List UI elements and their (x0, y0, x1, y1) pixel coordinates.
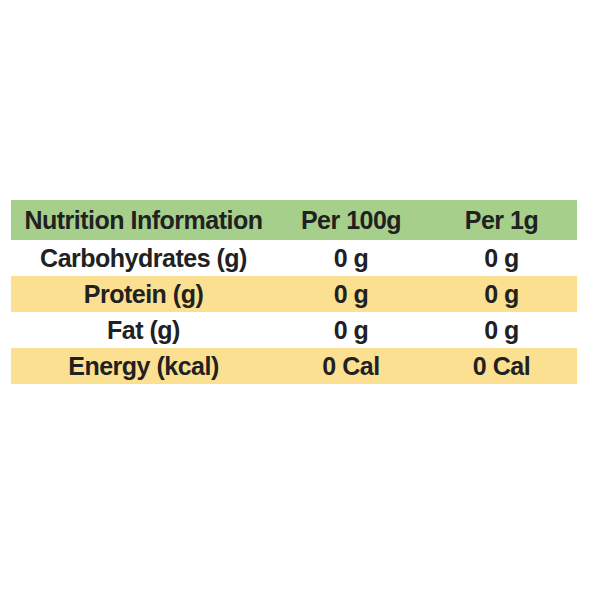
value-per-1g: 0 g (426, 281, 577, 307)
table-row-carbohydrates: Carbohydrates (g) 0 g 0 g (11, 240, 577, 276)
table-row-energy: Energy (kcal) 0 Cal 0 Cal (11, 348, 577, 384)
row-label: Fat (g) (11, 317, 276, 343)
header-per-1g: Per 1g (426, 207, 577, 233)
table-row-fat: Fat (g) 0 g 0 g (11, 312, 577, 348)
table-row-protein: Protein (g) 0 g 0 g (11, 276, 577, 312)
row-label: Energy (kcal) (11, 353, 276, 379)
value-per-1g: 0 Cal (426, 353, 577, 379)
value-per-100g: 0 Cal (276, 353, 426, 379)
row-label: Protein (g) (11, 281, 276, 307)
table-header-row: Nutrition Information Per 100g Per 1g (11, 200, 577, 240)
value-per-100g: 0 g (276, 281, 426, 307)
value-per-100g: 0 g (276, 317, 426, 343)
header-per-100g: Per 100g (276, 207, 426, 233)
header-nutrition-information: Nutrition Information (11, 207, 276, 233)
value-per-100g: 0 g (276, 245, 426, 271)
value-per-1g: 0 g (426, 245, 577, 271)
nutrition-table: Nutrition Information Per 100g Per 1g Ca… (11, 200, 577, 384)
value-per-1g: 0 g (426, 317, 577, 343)
row-label: Carbohydrates (g) (11, 245, 276, 271)
nutrition-label-page: Nutrition Information Per 100g Per 1g Ca… (0, 0, 600, 600)
